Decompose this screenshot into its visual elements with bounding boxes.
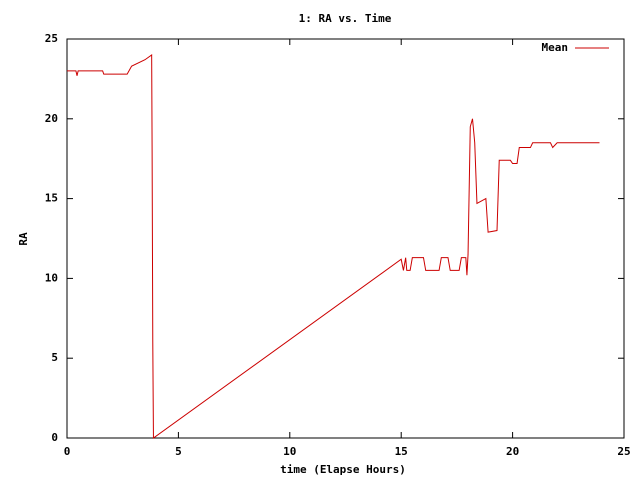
plot-frame	[66, 38, 625, 439]
x-tick-label: 5	[175, 445, 182, 458]
y-tick-label: 0	[51, 431, 58, 444]
legend-label: Mean	[542, 41, 569, 54]
y-tick-label: 15	[45, 192, 58, 205]
x-tick-label: 20	[506, 445, 519, 458]
x-tick-label: 10	[283, 445, 296, 458]
x-tick-label: 0	[64, 445, 71, 458]
chart-title: 1: RA vs. Time	[299, 12, 392, 25]
series-line	[67, 53, 600, 439]
y-tick-label: 25	[45, 32, 58, 45]
y-tick-label: 5	[51, 351, 58, 364]
y-tick-label: 20	[45, 112, 58, 125]
x-tick-label: 25	[617, 445, 630, 458]
x-axis-label: time (Elapse Hours)	[280, 463, 406, 476]
x-tick-label: 15	[395, 445, 408, 458]
y-tick-label: 10	[45, 271, 58, 284]
y-axis-label: RA	[17, 232, 30, 246]
